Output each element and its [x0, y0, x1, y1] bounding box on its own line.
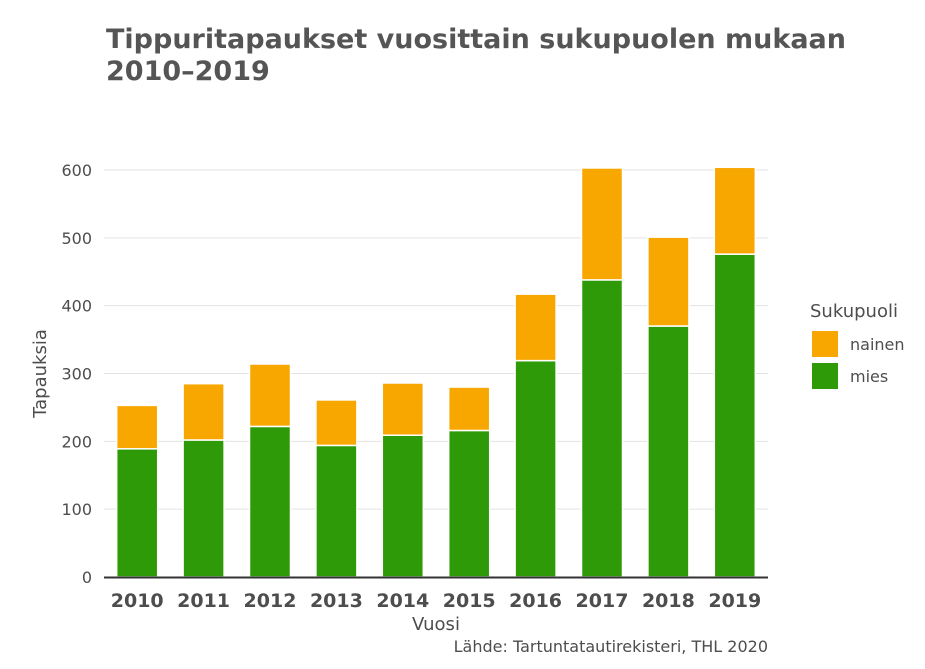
x-tick-label: 2015	[443, 590, 496, 612]
bar-nainen-2010	[115, 404, 159, 450]
bar-nainen-2017	[580, 167, 624, 281]
x-tick-label: 2013	[310, 590, 363, 612]
bar-mies-2014	[381, 434, 425, 578]
x-tick-label: 2018	[642, 590, 695, 612]
bars	[115, 166, 757, 578]
bar-mies-2017	[580, 279, 624, 578]
bar-nainen-2012	[248, 363, 292, 428]
y-tick-label: 300	[61, 365, 92, 384]
legend-label-nainen: nainen	[850, 335, 905, 354]
x-tick-label: 2014	[376, 590, 429, 612]
bar-nainen-2014	[381, 382, 425, 436]
bar-mies-2011	[182, 439, 225, 578]
y-tick-labels: 0 100 200 300 400 500 600	[61, 161, 92, 587]
x-tick-label: 2010	[111, 590, 164, 612]
bar-mies-2010	[115, 448, 159, 578]
y-axis-title: Tapauksia	[30, 329, 51, 419]
x-tick-label: 2012	[244, 590, 297, 612]
bar-nainen-2016	[514, 293, 557, 362]
y-tick-label: 600	[61, 161, 92, 180]
bar-nainen-2011	[182, 382, 225, 441]
bar-mies-2015	[447, 429, 491, 578]
legend-swatch-nainen	[812, 331, 838, 357]
y-tick-label: 200	[61, 432, 92, 451]
bar-mies-2019	[713, 253, 757, 578]
legend-swatch-mies	[812, 363, 838, 389]
y-tick-label: 0	[82, 568, 92, 587]
x-tick-label: 2016	[509, 590, 562, 612]
bar-mies-2012	[248, 425, 292, 578]
x-tick-label: 2011	[177, 590, 230, 612]
legend-label-mies: mies	[850, 367, 888, 386]
source-note: Lähde: Tartuntatautirekisteri, THL 2020	[454, 637, 768, 656]
y-tick-label: 100	[61, 500, 92, 519]
bar-nainen-2013	[315, 399, 358, 447]
y-tick-label: 400	[61, 297, 92, 316]
x-tick-labels: 2010 2011 2012 2013 2014 2015 2016 2017 2018 2019	[111, 590, 761, 612]
chart-title: Tippuritapaukset vuosittain sukupuolen m…	[106, 24, 846, 87]
bar-nainen-2019	[713, 166, 757, 255]
x-axis-title: Vuosi	[412, 614, 460, 635]
bar-mies-2018	[647, 325, 690, 578]
x-tick-label: 2019	[708, 590, 761, 612]
bar-nainen-2015	[447, 386, 491, 432]
y-tick-label: 500	[61, 229, 92, 248]
legend-title: Sukupuoli	[810, 301, 898, 322]
bar-mies-2013	[315, 444, 358, 578]
legend: Sukupuoli nainen mies	[810, 301, 905, 389]
bar-mies-2016	[514, 359, 557, 578]
x-tick-label: 2017	[576, 590, 629, 612]
bar-nainen-2018	[647, 236, 690, 327]
